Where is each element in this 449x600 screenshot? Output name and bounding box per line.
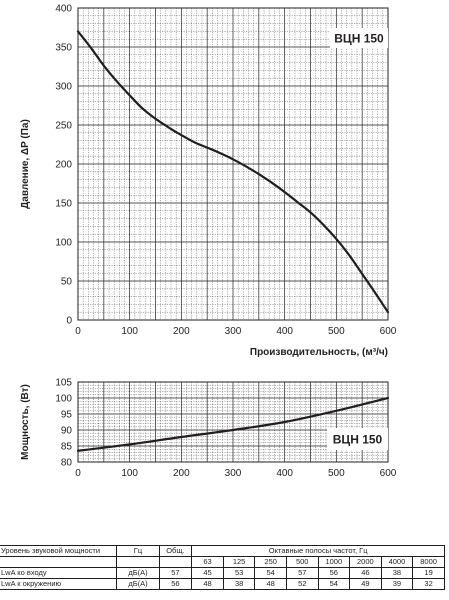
series-line (76, 30, 390, 314)
badge-background (330, 28, 388, 48)
model-badge: ВЦН 150 (333, 433, 383, 447)
row-total: 56 (158, 578, 193, 590)
table-cell: 54 (254, 567, 287, 579)
table-cell: 48 (254, 578, 287, 590)
x-tick-label: 600 (380, 468, 397, 479)
sound-power-table: Уровень звуковой мощности Гц Общ. Октавн… (0, 545, 445, 590)
table-cell: 46 (349, 567, 382, 579)
plot-frame (77, 7, 389, 321)
row-unit: дБ(А) (116, 567, 160, 579)
y-tick-label: 50 (61, 277, 73, 288)
table-cell: 48 (191, 578, 224, 590)
y-tick-label: 0 (66, 316, 72, 327)
band-header: 500 (285, 556, 319, 568)
y-axis-label: Мощность, (Вт) (20, 384, 31, 460)
row-label: LwA ко входу (0, 567, 117, 579)
x-tick-label: 200 (173, 326, 190, 337)
table-header-row: Уровень звуковой мощности Гц Общ. Октавн… (0, 545, 445, 557)
y-tick-label: 400 (55, 4, 72, 15)
y-tick-label: 100 (55, 238, 72, 249)
y-tick-label: 250 (55, 121, 72, 132)
y-tick-label: 300 (55, 82, 72, 93)
x-tick-label: 200 (173, 468, 190, 479)
x-axis-label: Производительность, (м³/ч) (250, 347, 388, 358)
band-header: 4000 (380, 556, 414, 568)
table-cell: 53 (222, 567, 256, 579)
badge-background (327, 428, 388, 450)
table-row: LwA ко входу дБ(А) 57 45 53 54 57 56 46 … (0, 567, 445, 579)
pressure-chart: 0 100 200 300 400 500 600 0 50 100 150 200 250 300 350… (20, 4, 397, 359)
table-cell: 45 (191, 567, 224, 579)
table-cell: 49 (349, 578, 382, 590)
y-tick-label: 100 (55, 394, 72, 405)
band-header: 2000 (349, 556, 382, 568)
x-tick-label: 0 (75, 326, 81, 337)
model-badge: ВЦН 150 (334, 32, 384, 46)
performance-charts: 0 100 200 300 400 500 600 0 50 100 150 200 250 300 350… (20, 4, 397, 480)
header-total: Общ. (158, 545, 193, 557)
table-cell: 54 (317, 578, 351, 590)
x-tick-label: 400 (276, 326, 293, 337)
table-cell: 19 (412, 567, 445, 579)
table-cell: 32 (412, 578, 445, 590)
table-cell: 57 (285, 567, 319, 579)
table-bands-row: 63 125 250 500 1000 2000 4000 8000 (0, 556, 445, 568)
table-cell: 39 (380, 578, 414, 590)
x-tick-label: 500 (328, 326, 345, 337)
row-label: LwA к окружению (0, 578, 117, 590)
y-tick-label: 95 (61, 410, 73, 421)
x-tick-label: 300 (225, 468, 242, 479)
band-header: 250 (254, 556, 287, 568)
table-cell: 52 (285, 578, 319, 590)
y-tick-label: 80 (61, 458, 73, 469)
x-tick-label: 600 (380, 326, 397, 337)
y-tick-label: 85 (61, 442, 73, 453)
y-tick-label: 150 (55, 199, 72, 210)
table-row: LwA к окружению дБ(А) 56 48 38 48 52 54 … (0, 578, 445, 590)
y-tick-label: 200 (55, 160, 72, 171)
x-tick-label: 500 (328, 468, 345, 479)
table-cell: 38 (222, 578, 256, 590)
plot-frame (77, 381, 389, 463)
table-cell: 56 (317, 567, 351, 579)
band-header: 1000 (317, 556, 351, 568)
x-tick-label: 100 (121, 326, 138, 337)
table-cell: 38 (380, 567, 414, 579)
header-unit: Гц (116, 545, 160, 557)
y-axis-label: Давление, ΔP (Па) (20, 119, 31, 209)
y-tick-label: 350 (55, 43, 72, 54)
x-tick-label: 100 (121, 468, 138, 479)
row-total: 57 (158, 567, 193, 579)
power-chart: 0 100 200 300 400 500 600 80 85 90 95 100 105 Мощност… (20, 378, 397, 480)
x-tick-label: 0 (75, 468, 81, 479)
band-header: 125 (222, 556, 256, 568)
band-header: 8000 (412, 556, 445, 568)
x-tick-label: 300 (225, 326, 242, 337)
row-header-label: Уровень звуковой мощности (0, 545, 117, 557)
row-unit: дБ(А) (116, 578, 160, 590)
series-line (76, 396, 390, 452)
y-tick-label: 90 (61, 426, 73, 437)
x-tick-label: 400 (276, 468, 293, 479)
band-header: 63 (191, 556, 224, 568)
bands-title: Октавные полосы частот, Гц (191, 545, 445, 557)
y-tick-label: 105 (55, 378, 72, 389)
